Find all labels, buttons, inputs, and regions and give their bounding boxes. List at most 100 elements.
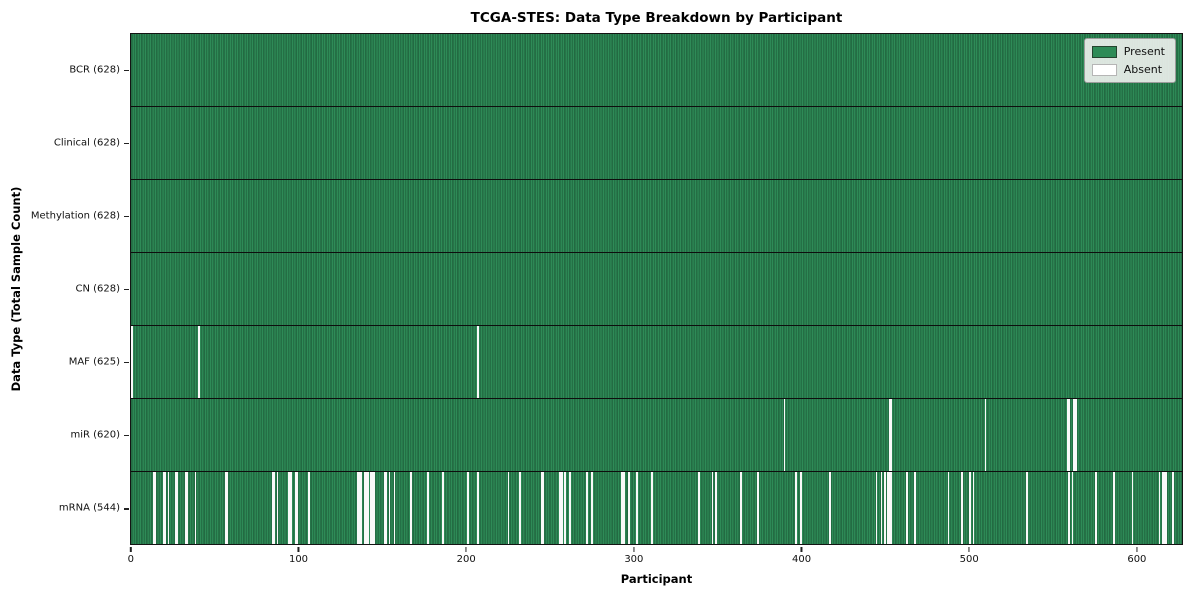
- absent-stripe: [467, 472, 470, 544]
- y-tick-label: MAF (625): [68, 356, 120, 368]
- present-swatch-icon: [1091, 45, 1117, 58]
- absent-stripe: [905, 472, 908, 544]
- x-tick-0: 0: [127, 546, 135, 565]
- absent-stripe: [370, 472, 372, 544]
- absent-stripe: [623, 472, 625, 544]
- absent-stripe: [477, 326, 480, 398]
- x-tick-mark: [633, 546, 635, 552]
- y-tick-miR: miR (620): [0, 399, 130, 472]
- legend-entry-absent: Absent: [1091, 63, 1165, 76]
- x-tick-mark: [800, 546, 803, 552]
- chart-title: TCGA-STES: Data Type Breakdown by Partic…: [470, 10, 843, 26]
- absent-stripe: [393, 472, 396, 544]
- absent-stripe: [889, 399, 891, 471]
- absent-stripe: [783, 399, 786, 471]
- x-tick-label: 200: [456, 553, 476, 565]
- absent-stripe: [1071, 472, 1074, 544]
- x-tick-400: 400: [791, 546, 812, 565]
- y-tick-mark: [124, 362, 129, 364]
- absent-stripe: [1163, 472, 1166, 544]
- absent-stripe: [1074, 399, 1077, 471]
- y-tick-Methylation: Methylation (628): [0, 179, 130, 252]
- absent-stripe: [542, 472, 545, 544]
- absent-stripe: [276, 472, 279, 544]
- absent-stripe: [271, 472, 274, 544]
- absent-swatch-icon: [1091, 63, 1117, 76]
- absent-stripe: [828, 472, 831, 544]
- x-tick-label: 0: [127, 553, 135, 565]
- plot-area: [130, 33, 1183, 545]
- absent-stripe: [296, 472, 299, 544]
- absent-stripe: [1026, 472, 1029, 544]
- absent-stripe: [288, 472, 290, 544]
- absent-stripe: [360, 472, 362, 544]
- absent-stripe: [636, 472, 639, 544]
- y-tick-mark: [124, 215, 129, 218]
- row-CN: [131, 253, 1182, 326]
- absent-stripe: [887, 472, 890, 544]
- row-Clinical: [131, 107, 1182, 180]
- legend-entry-present: Present: [1091, 45, 1165, 58]
- y-tick-label: CN (628): [75, 283, 120, 295]
- y-tick-MAF: MAF (625): [0, 326, 130, 399]
- absent-stripe: [628, 472, 630, 544]
- absent-stripe: [875, 472, 878, 544]
- absent-stripe: [1171, 472, 1174, 544]
- absent-stripe: [154, 472, 157, 544]
- absent-stripe: [559, 472, 562, 544]
- absent-stripe: [698, 472, 700, 544]
- x-tick-100: 100: [288, 546, 309, 565]
- x-tick-mark: [1136, 546, 1138, 552]
- absent-stripe: [972, 472, 975, 544]
- absent-stripe: [880, 472, 883, 544]
- y-tick-label: miR (620): [70, 429, 120, 441]
- absent-stripe: [715, 472, 717, 544]
- absent-stripe: [947, 472, 950, 544]
- x-tick-mark: [297, 546, 300, 552]
- row-mRNA: [131, 472, 1182, 544]
- y-tick-label: Clinical (628): [53, 137, 120, 149]
- absent-stripe: [273, 472, 275, 544]
- absent-stripe: [308, 472, 311, 544]
- absent-stripe: [621, 472, 624, 544]
- absent-stripe: [889, 472, 891, 544]
- x-tick-label: 300: [624, 553, 644, 565]
- x-tick-300: 300: [624, 546, 644, 565]
- row-BCR: [131, 34, 1182, 107]
- absent-stripe: [197, 326, 200, 398]
- x-tick-500: 500: [960, 546, 979, 565]
- absent-stripe: [295, 472, 297, 544]
- absent-stripe: [884, 472, 886, 544]
- absent-stripe: [388, 472, 391, 544]
- absent-stripe: [373, 472, 376, 544]
- y-tick-mark: [124, 142, 129, 144]
- absent-stripe: [541, 472, 543, 544]
- legend-label-present: Present: [1123, 45, 1165, 58]
- absent-stripe: [711, 472, 714, 544]
- x-tick-label: 100: [288, 553, 309, 565]
- legend-label-absent: Absent: [1123, 63, 1163, 76]
- absent-stripe: [1066, 399, 1069, 471]
- row-miR: [131, 399, 1182, 472]
- x-tick-label: 400: [791, 553, 812, 565]
- absent-stripe: [1158, 472, 1161, 544]
- absent-stripe: [800, 472, 803, 544]
- absent-stripe: [1068, 472, 1070, 544]
- absent-stripe: [1161, 472, 1164, 544]
- absent-stripe: [152, 472, 155, 544]
- absent-stripe: [164, 472, 167, 544]
- absent-stripe: [569, 472, 572, 544]
- absent-stripe: [289, 472, 292, 544]
- y-tick-mark: [124, 288, 129, 291]
- legend: Present Absent: [1083, 38, 1176, 83]
- x-tick-mark: [465, 546, 467, 552]
- absent-stripe: [914, 472, 916, 544]
- row-MAF: [131, 326, 1182, 399]
- absent-stripe: [427, 472, 429, 544]
- absent-stripe: [226, 472, 229, 544]
- absent-stripe: [194, 472, 197, 544]
- absent-stripe: [1165, 472, 1167, 544]
- absent-stripe: [363, 472, 366, 544]
- absent-stripe: [984, 399, 987, 471]
- y-tick-Clinical: Clinical (628): [0, 106, 130, 179]
